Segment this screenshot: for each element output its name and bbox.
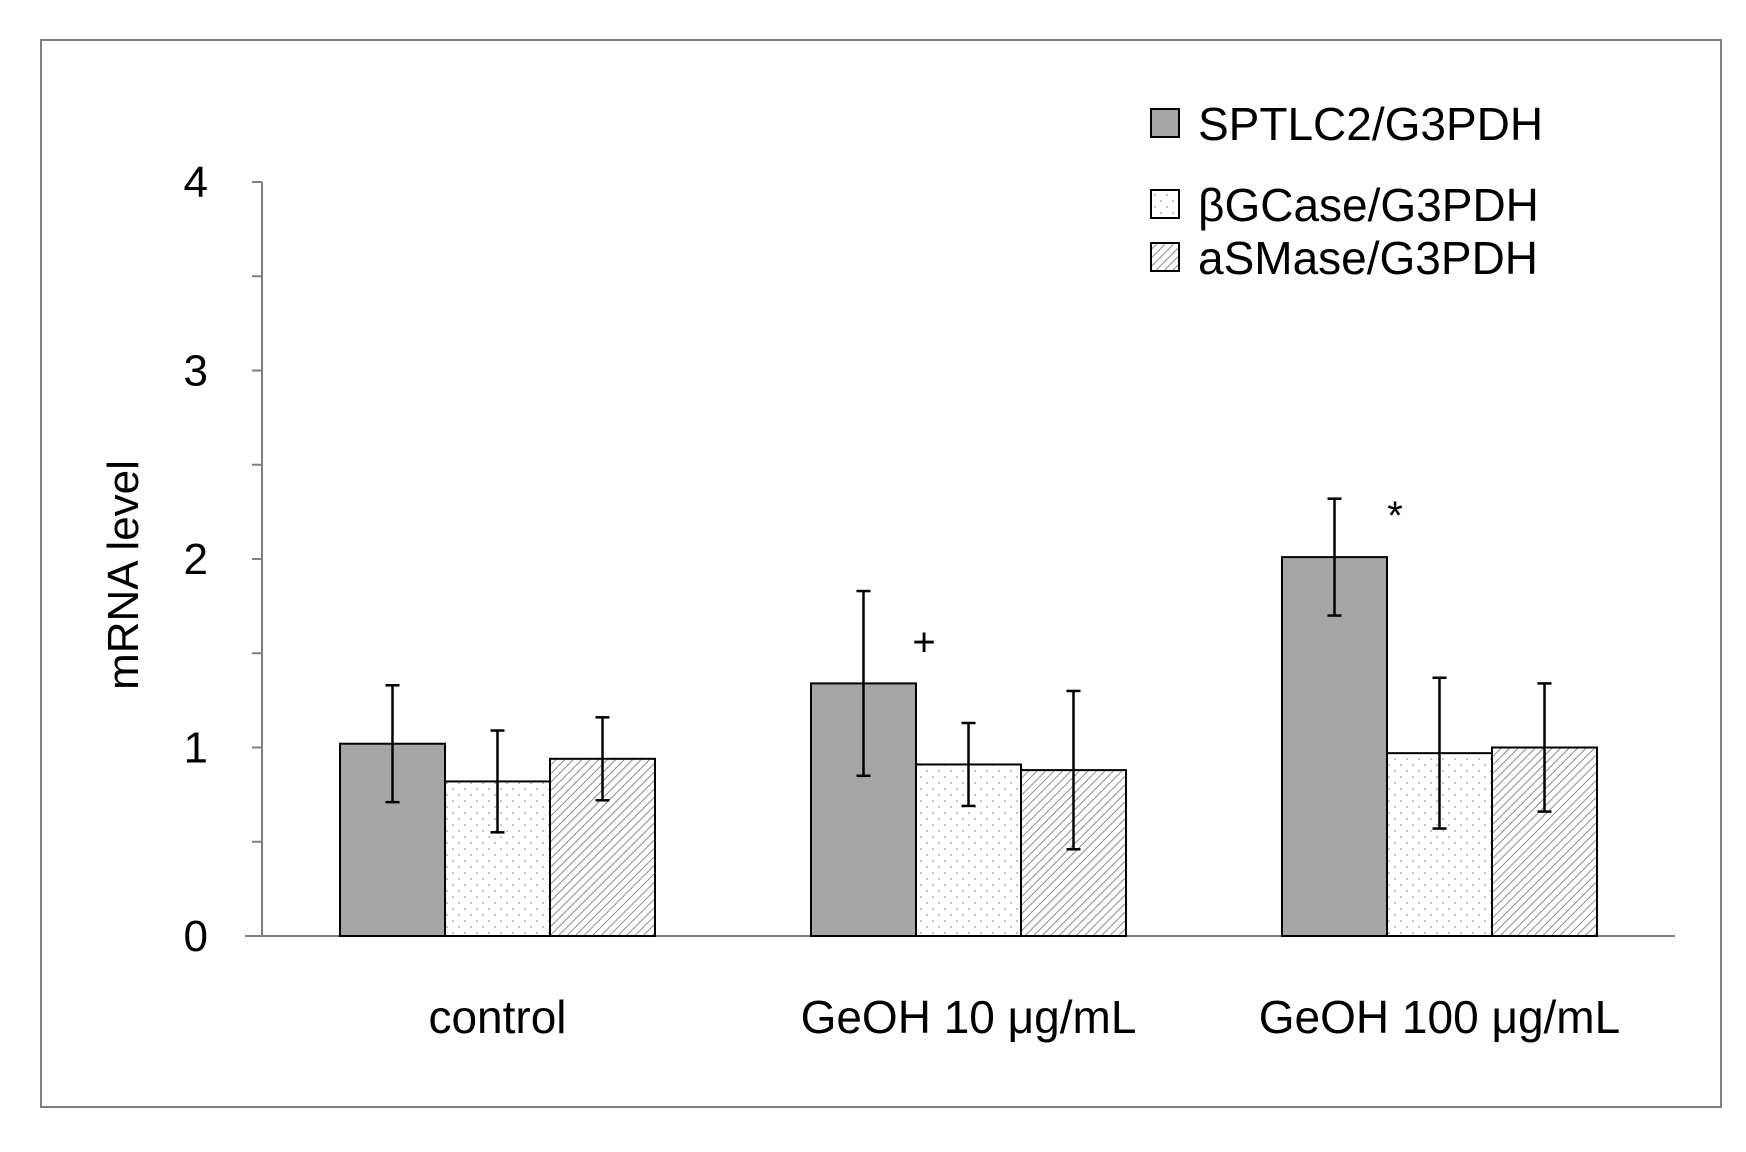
legend-label: SPTLC2/G3PDH xyxy=(1198,98,1543,150)
bar xyxy=(1281,556,1388,937)
x-tick-label: GeOH 100 μg/mL xyxy=(1259,991,1620,1043)
bar xyxy=(1386,752,1493,938)
y-tick-label: 2 xyxy=(184,535,208,584)
y-tick-label: 3 xyxy=(184,347,208,396)
legend-label: aSMase/G3PDH xyxy=(1198,232,1538,284)
legend-swatch xyxy=(1150,108,1180,138)
x-tick-label: GeOH 10 μg/mL xyxy=(801,991,1137,1043)
x-tick-label: control xyxy=(428,991,566,1043)
annotations: +* xyxy=(912,494,1402,664)
significance-marker: + xyxy=(912,620,935,664)
legend-swatch xyxy=(1150,189,1180,219)
error-bars xyxy=(385,497,1552,851)
y-tick-label: 0 xyxy=(184,912,208,961)
significance-marker: * xyxy=(1387,494,1403,538)
legend-label: βGCase/G3PDH xyxy=(1198,179,1539,231)
legend-swatch xyxy=(1150,242,1180,272)
y-tick-label: 4 xyxy=(184,158,208,207)
y-tick-label: 1 xyxy=(184,724,208,773)
y-axis-label: mRNA level xyxy=(99,460,148,690)
